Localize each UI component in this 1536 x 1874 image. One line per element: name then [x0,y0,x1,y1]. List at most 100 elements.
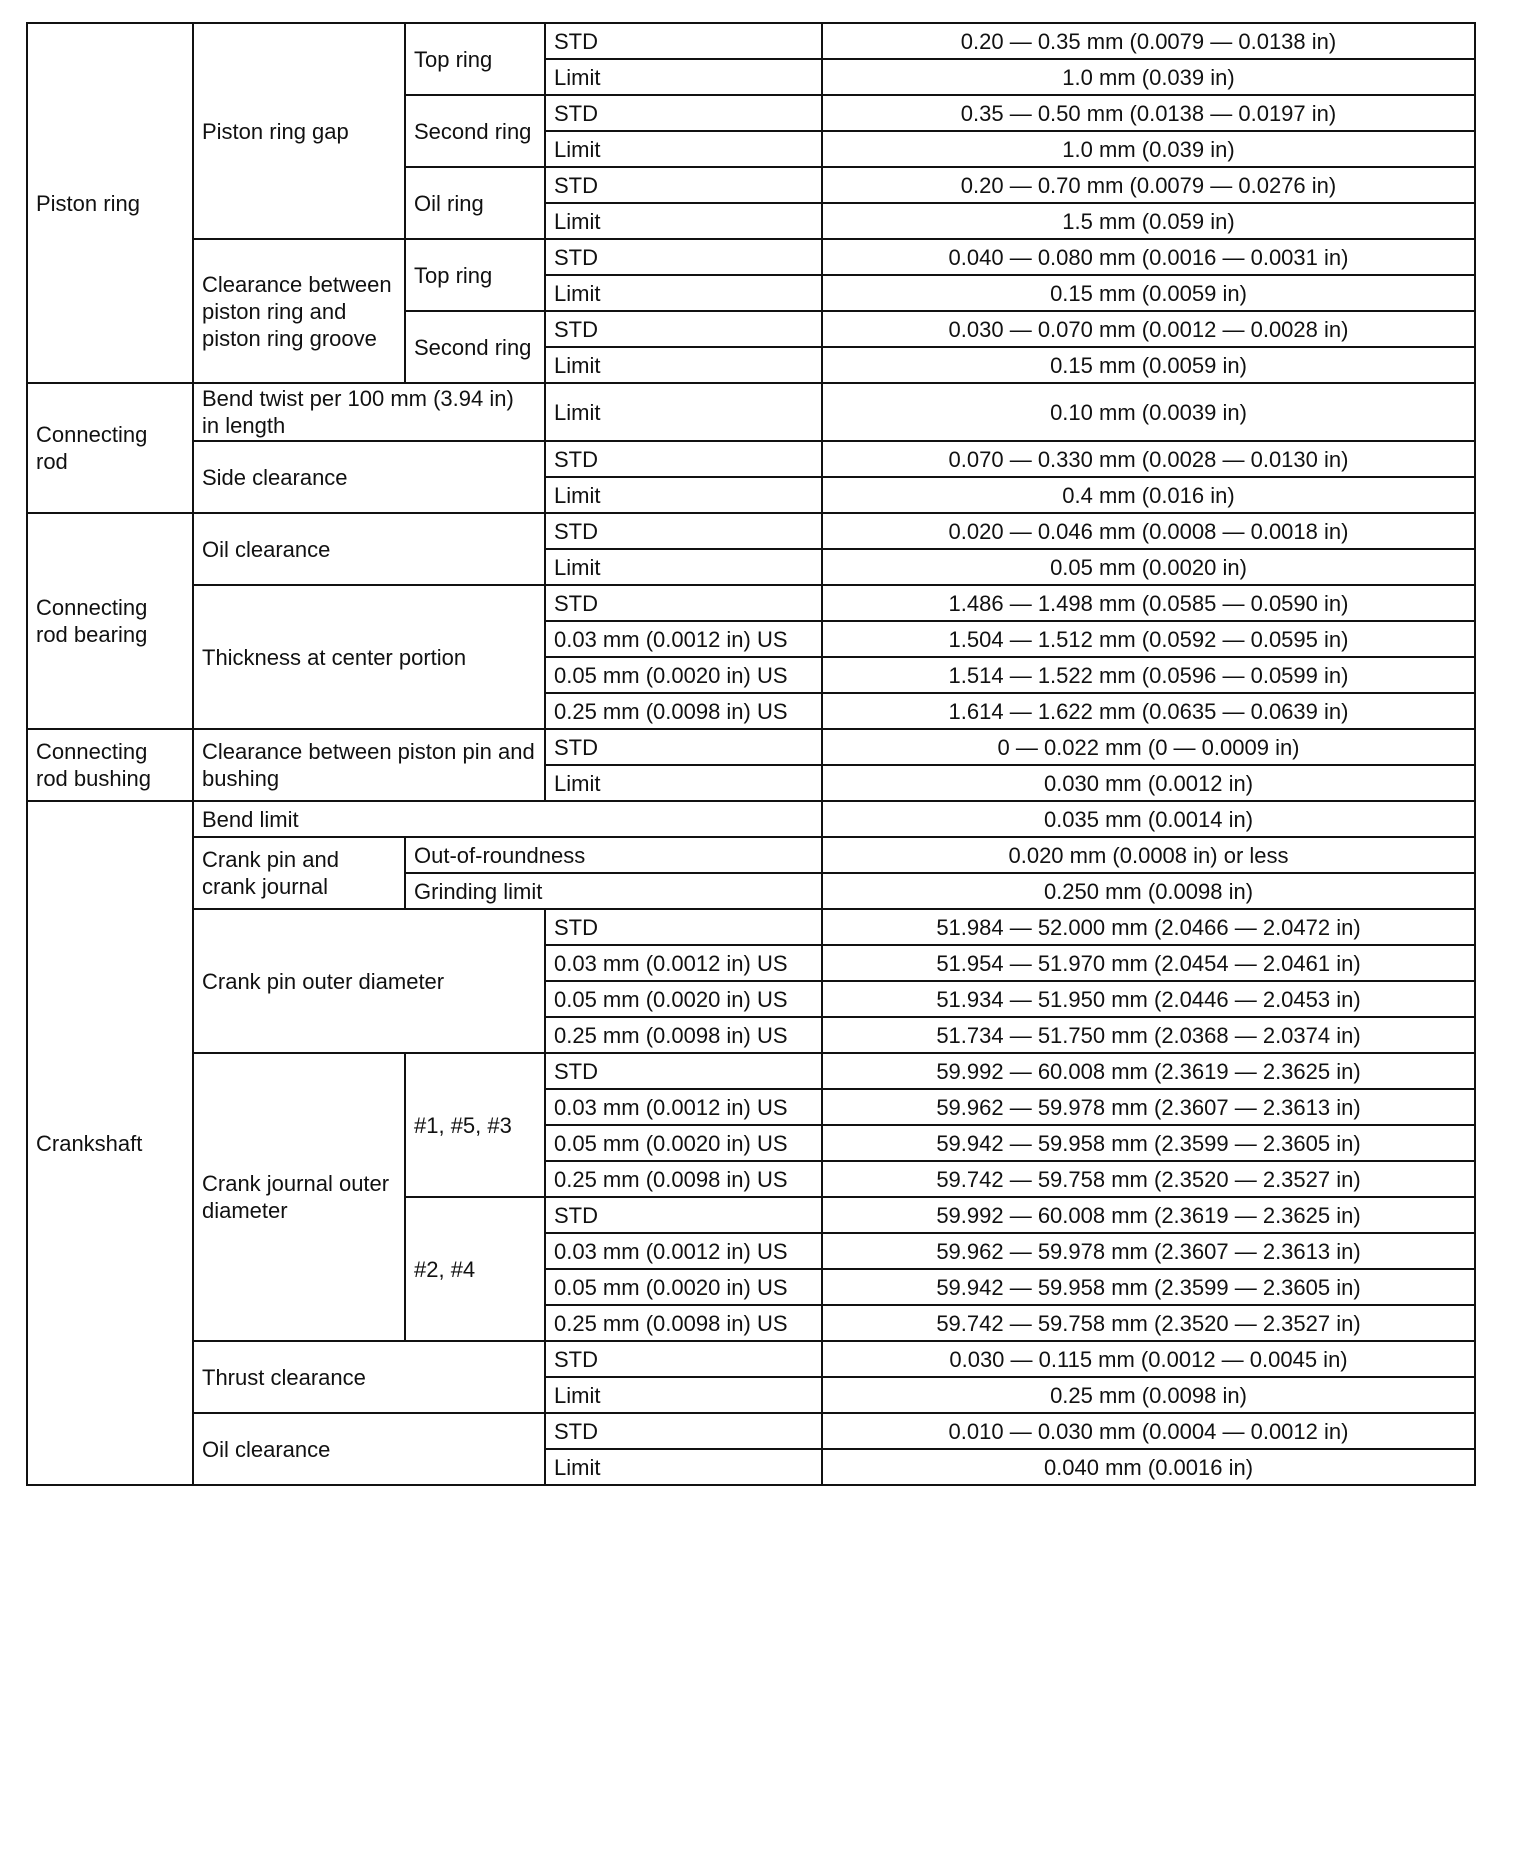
spec-label-cell: Connecting rod bearing [26,512,194,730]
spec-label-cell: Limit [544,548,823,586]
table-row: Limit 1.0 mm (0.039 in) [27,130,1476,168]
spec-label-cell: STD [544,94,823,132]
spec-value-cell: 0.010 — 0.030 mm (0.0004 — 0.0012 in) [821,1412,1476,1450]
spec-value-cell: 1.504 — 1.512 mm (0.0592 — 0.0595 in) [821,620,1476,658]
spec-value-cell: 1.614 — 1.622 mm (0.0635 — 0.0639 in) [821,692,1476,730]
table-row: Limit 0.25 mm (0.0098 in) [27,1376,1476,1414]
spec-value-cell: 51.734 — 51.750 mm (2.0368 — 2.0374 in) [821,1016,1476,1054]
spec-table-body: Piston ring Piston ring gap Top ring STD 0.2… [26,22,1476,1486]
table-row: 0.05 mm (0.0020 in) US 51.934 — 51.950 mm… [27,980,1476,1018]
table-row: Oil ring STD 0.20 — 0.70 mm (0.0079 — 0.02… [27,166,1476,240]
spec-label-cell: Clearance between piston ring and piston… [192,238,406,384]
spec-label-cell: Grinding limit [404,872,823,910]
spec-label-cell: STD [544,1412,823,1450]
spec-label-cell: Limit [544,476,823,514]
spec-value-cell: 0.20 — 0.35 mm (0.0079 — 0.0138 in) [821,22,1476,60]
table-row: Piston ring Piston ring gap Top ring STD 0.2… [26,22,1476,384]
spec-value-cell: 1.0 mm (0.039 in) [821,130,1476,168]
spec-label-cell: Bend twist per 100 mm (3.94 in) in lengt… [192,382,546,442]
table-row: 0.25 mm (0.0098 in) US 59.742 — 59.758 mm… [27,1304,1476,1342]
spec-label-cell: Crank journal outer diameter [192,1052,406,1342]
spec-label-cell: Clearance between piston pin and bushing [192,728,546,802]
spec-label-cell: Crank pin outer diameter [192,908,546,1054]
table-row: 0.03 mm (0.0012 in) US 1.504 — 1.512 mm (… [27,620,1476,658]
spec-value-cell: 59.962 — 59.978 mm (2.3607 — 2.3613 in) [821,1232,1476,1270]
spec-label-cell: Oil clearance [192,1412,546,1486]
spec-label-cell: Crankshaft [26,800,194,1486]
spec-label-cell: Limit [544,202,823,240]
spec-value-cell: 0.05 mm (0.0020 in) [821,548,1476,586]
spec-label-cell: Connecting rod bushing [26,728,194,802]
spec-label-cell: 0.05 mm (0.0020 in) US [544,1268,823,1306]
spec-label-cell: STD [544,908,823,946]
table-row: Clearance between piston ring and piston… [27,238,1476,384]
spec-value-cell: 59.742 — 59.758 mm (2.3520 — 2.3527 in) [821,1160,1476,1198]
spec-label-cell: Piston ring [26,22,194,384]
table-row: Second ring STD 0.030 — 0.070 mm (0.0012 —… [27,310,1476,384]
spec-label-cell: Limit [544,58,823,96]
spec-value-cell: 1.486 — 1.498 mm (0.0585 — 0.0590 in) [821,584,1476,622]
spec-label-cell: Limit [544,382,823,442]
spec-value-cell: 0.030 mm (0.0012 in) [821,764,1476,802]
spec-label-cell: Top ring [404,22,546,96]
spec-label-cell: 0.03 mm (0.0012 in) US [544,1088,823,1126]
table-row: Limit 0.15 mm (0.0059 in) [27,274,1476,312]
spec-label-cell: STD [544,728,823,766]
table-row: Thickness at center portion STD 1.486 — 1.… [27,584,1476,730]
table-row: 0.03 mm (0.0012 in) US 59.962 — 59.978 mm… [27,1088,1476,1126]
table-row: Limit 1.0 mm (0.039 in) [27,58,1476,96]
spec-label-cell: Thrust clearance [192,1340,546,1414]
spec-value-cell: 0.15 mm (0.0059 in) [821,346,1476,384]
table-row: Connecting rod Bend twist per 100 mm (3.9… [26,382,1476,514]
spec-value-cell: 1.0 mm (0.039 in) [821,58,1476,96]
table-row: 0.25 mm (0.0098 in) US 51.734 — 51.750 mm… [27,1016,1476,1054]
table-row: Limit 0.4 mm (0.016 in) [27,476,1476,514]
spec-label-cell: 0.25 mm (0.0098 in) US [544,692,823,730]
spec-value-cell: 0.25 mm (0.0098 in) [821,1376,1476,1414]
spec-label-cell: 0.03 mm (0.0012 in) US [544,1232,823,1270]
table-row: Oil clearance STD 0.010 — 0.030 mm (0.0004… [27,1412,1476,1486]
spec-value-cell: 0.030 — 0.115 mm (0.0012 — 0.0045 in) [821,1340,1476,1378]
spec-value-cell: 0.10 mm (0.0039 in) [821,382,1476,442]
table-row: Crankshaft Bend limit 0.035 mm (0.0014 in) [26,800,1476,1486]
spec-value-cell: 59.962 — 59.978 mm (2.3607 — 2.3613 in) [821,1088,1476,1126]
spec-label-cell: STD [544,310,823,348]
spec-label-cell: 0.03 mm (0.0012 in) US [544,944,823,982]
table-row: 0.25 mm (0.0098 in) US 59.742 — 59.758 mm… [27,1160,1476,1198]
spec-label-cell: Piston ring gap [192,22,406,240]
table-row: Limit 0.040 mm (0.0016 in) [27,1448,1476,1486]
table-row: Crank pin and crank journal Out-of-roundn… [27,836,1476,910]
spec-label-cell: Limit [544,1448,823,1486]
spec-label-cell: STD [544,1196,823,1234]
spec-value-cell: 1.5 mm (0.059 in) [821,202,1476,240]
spec-label-cell: STD [544,22,823,60]
spec-label-cell: STD [544,512,823,550]
spec-value-cell: 51.934 — 51.950 mm (2.0446 — 2.0453 in) [821,980,1476,1018]
table-row: 0.03 mm (0.0012 in) US 51.954 — 51.970 mm… [27,944,1476,982]
spec-label-cell: Oil ring [404,166,546,240]
table-row: Limit 0.15 mm (0.0059 in) [27,346,1476,384]
table-row: Limit 0.05 mm (0.0020 in) [27,548,1476,586]
table-row: Grinding limit 0.250 mm (0.0098 in) [27,872,1476,910]
spec-value-cell: 0.040 — 0.080 mm (0.0016 — 0.0031 in) [821,238,1476,276]
spec-label-cell: STD [544,238,823,276]
spec-label-cell: Limit [544,274,823,312]
spec-label-cell: 0.05 mm (0.0020 in) US [544,656,823,694]
spec-value-cell: 59.942 — 59.958 mm (2.3599 — 2.3605 in) [821,1268,1476,1306]
spec-label-cell: Crank pin and crank journal [192,836,406,910]
spec-value-cell: 0.20 — 0.70 mm (0.0079 — 0.0276 in) [821,166,1476,204]
spec-label-cell: Limit [544,346,823,384]
spec-label-cell: #2, #4 [404,1196,546,1342]
spec-value-cell: 0.020 — 0.046 mm (0.0008 — 0.0018 in) [821,512,1476,550]
spec-label-cell: Thickness at center portion [192,584,546,730]
spec-value-cell: 51.954 — 51.970 mm (2.0454 — 2.0461 in) [821,944,1476,982]
table-row: Connecting rod bushing Clearance between … [26,728,1476,802]
spec-label-cell: STD [544,584,823,622]
spec-label-cell: 0.25 mm (0.0098 in) US [544,1160,823,1198]
table-row: #2, #4 STD 59.992 — 60.008 mm (2.3619 — 2.… [27,1196,1476,1342]
spec-label-cell: Oil clearance [192,512,546,586]
table-row: 0.05 mm (0.0020 in) US 59.942 — 59.958 mm… [27,1124,1476,1162]
spec-label-cell: 0.25 mm (0.0098 in) US [544,1304,823,1342]
spec-label-cell: Second ring [404,310,546,384]
spec-label-cell: Second ring [404,94,546,168]
